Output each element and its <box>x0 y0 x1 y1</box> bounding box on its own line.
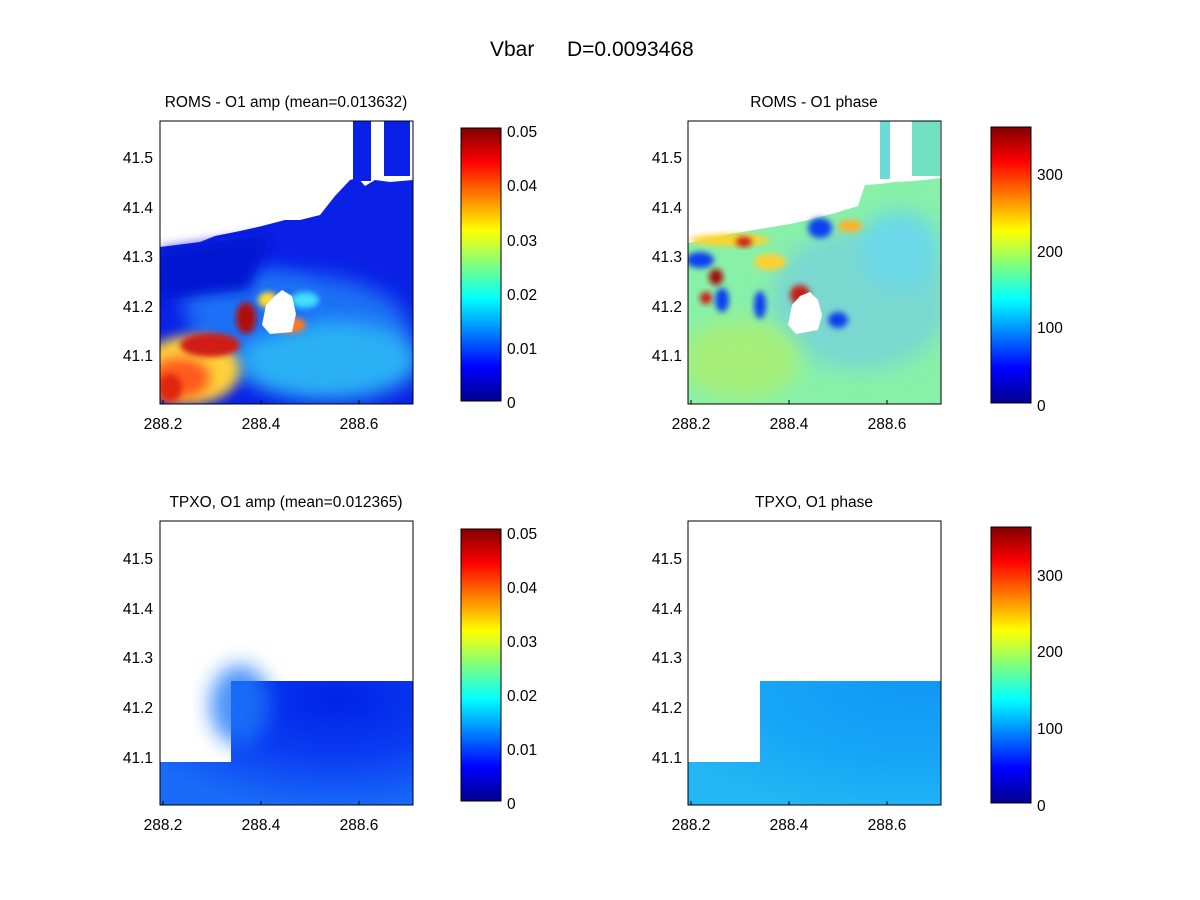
colorbar-tick: 300 <box>1037 568 1063 585</box>
panel-title: ROMS - O1 amp (mean=0.013632) <box>165 94 408 111</box>
y-tick-label: 41.2 <box>652 700 682 717</box>
y-tick-label: 41.2 <box>123 700 153 717</box>
colorbar-tick: 0.02 <box>507 688 537 705</box>
x-tick-label: 288.6 <box>340 416 379 433</box>
panel-roms-phase: ROMS - O1 phase <box>652 94 1063 433</box>
y-tick-label: 41.1 <box>652 348 682 365</box>
y-tick-label: 41.4 <box>123 200 154 217</box>
panel-roms-amp: ROMS - O1 amp (mean=0.013632) <box>123 94 538 433</box>
colorbar-tick: 200 <box>1037 244 1063 261</box>
colorbar-tick: 0.02 <box>507 287 537 304</box>
colorbar-tick: 0 <box>1037 398 1046 415</box>
x-tick-label: 288.6 <box>340 817 379 834</box>
heatmap-field <box>688 121 941 404</box>
colorbar-tick: 0.04 <box>507 178 538 195</box>
colorbar-tick: 0.03 <box>507 634 537 651</box>
x-tick-label: 288.4 <box>770 817 809 834</box>
panel-title: TPXO, O1 amp (mean=0.012365) <box>169 494 402 511</box>
panel-title: ROMS - O1 phase <box>750 94 878 111</box>
heatmap-field <box>160 521 413 805</box>
colorbar: 0 0.01 0.02 0.03 0.04 0.05 <box>460 526 538 813</box>
colorbar-tick: 200 <box>1037 644 1063 661</box>
y-tick-label: 41.4 <box>652 200 683 217</box>
colorbar-tick: 0 <box>1037 798 1046 815</box>
y-tick-label: 41.3 <box>123 249 153 266</box>
x-axis: 288.2 288.4 288.6 <box>144 400 379 433</box>
y-axis: 41.1 41.2 41.3 41.4 41.5 <box>123 150 154 365</box>
y-tick-label: 41.1 <box>652 750 682 767</box>
colorbar-tick: 300 <box>1037 167 1063 184</box>
x-tick-label: 288.4 <box>770 416 809 433</box>
colorbar-tick: 0.01 <box>507 341 537 358</box>
x-axis: 288.2 288.4 288.6 <box>144 801 379 834</box>
x-tick-label: 288.4 <box>242 817 281 834</box>
y-tick-label: 41.5 <box>123 150 153 167</box>
colorbar: 0 0.01 0.02 0.03 0.04 0.05 <box>460 124 538 412</box>
y-tick-label: 41.4 <box>652 601 683 618</box>
colorbar-tick: 0.04 <box>507 580 538 597</box>
y-tick-label: 41.3 <box>652 249 682 266</box>
figure-title-stat: D=0.0093468 <box>567 38 694 61</box>
panel-tpxo-phase: TPXO, O1 phase 288.2 288.4 288.6 41.1 41… <box>652 494 1063 834</box>
colorbar-tick: 0 <box>507 796 516 813</box>
x-axis: 288.2 288.4 288.6 <box>672 801 907 834</box>
colorbar-tick: 100 <box>1037 320 1063 337</box>
y-tick-label: 41.2 <box>123 299 153 316</box>
y-tick-label: 41.5 <box>123 551 153 568</box>
x-tick-label: 288.6 <box>868 416 907 433</box>
colorbar-tick: 0.01 <box>507 742 537 759</box>
colorbar: 0 100 200 300 <box>990 526 1063 815</box>
y-axis: 41.1 41.2 41.3 41.4 41.5 <box>123 551 154 767</box>
y-tick-label: 41.5 <box>652 551 682 568</box>
y-tick-label: 41.3 <box>123 650 153 667</box>
y-axis: 41.1 41.2 41.3 41.4 41.5 <box>652 551 683 767</box>
x-tick-label: 288.6 <box>868 817 907 834</box>
x-tick-label: 288.2 <box>144 817 183 834</box>
y-tick-label: 41.1 <box>123 750 153 767</box>
x-tick-label: 288.2 <box>672 817 711 834</box>
heatmap-field <box>688 521 941 805</box>
colorbar-tick: 0.05 <box>507 124 537 141</box>
colorbar-tick: 100 <box>1037 721 1063 738</box>
y-tick-label: 41.1 <box>123 348 153 365</box>
heatmap-field <box>160 121 413 404</box>
y-tick-label: 41.4 <box>123 601 154 618</box>
x-tick-label: 288.2 <box>672 416 711 433</box>
x-tick-label: 288.2 <box>144 416 183 433</box>
figure-title-var: Vbar <box>490 38 534 61</box>
colorbar-tick: 0.03 <box>507 233 537 250</box>
y-tick-label: 41.2 <box>652 299 682 316</box>
panel-title: TPXO, O1 phase <box>755 494 873 511</box>
colorbar-tick: 0 <box>507 395 516 412</box>
x-axis: 288.2 288.4 288.6 <box>672 400 907 433</box>
y-tick-label: 41.5 <box>652 150 682 167</box>
colorbar: 0 100 200 300 <box>990 126 1063 415</box>
y-tick-label: 41.3 <box>652 650 682 667</box>
x-tick-label: 288.4 <box>242 416 281 433</box>
colorbar-tick: 0.05 <box>507 526 537 543</box>
y-axis: 41.1 41.2 41.3 41.4 41.5 <box>652 150 683 365</box>
panel-tpxo-amp: TPXO, O1 amp (mean=0.012365) 288.2 288.4… <box>123 494 538 834</box>
